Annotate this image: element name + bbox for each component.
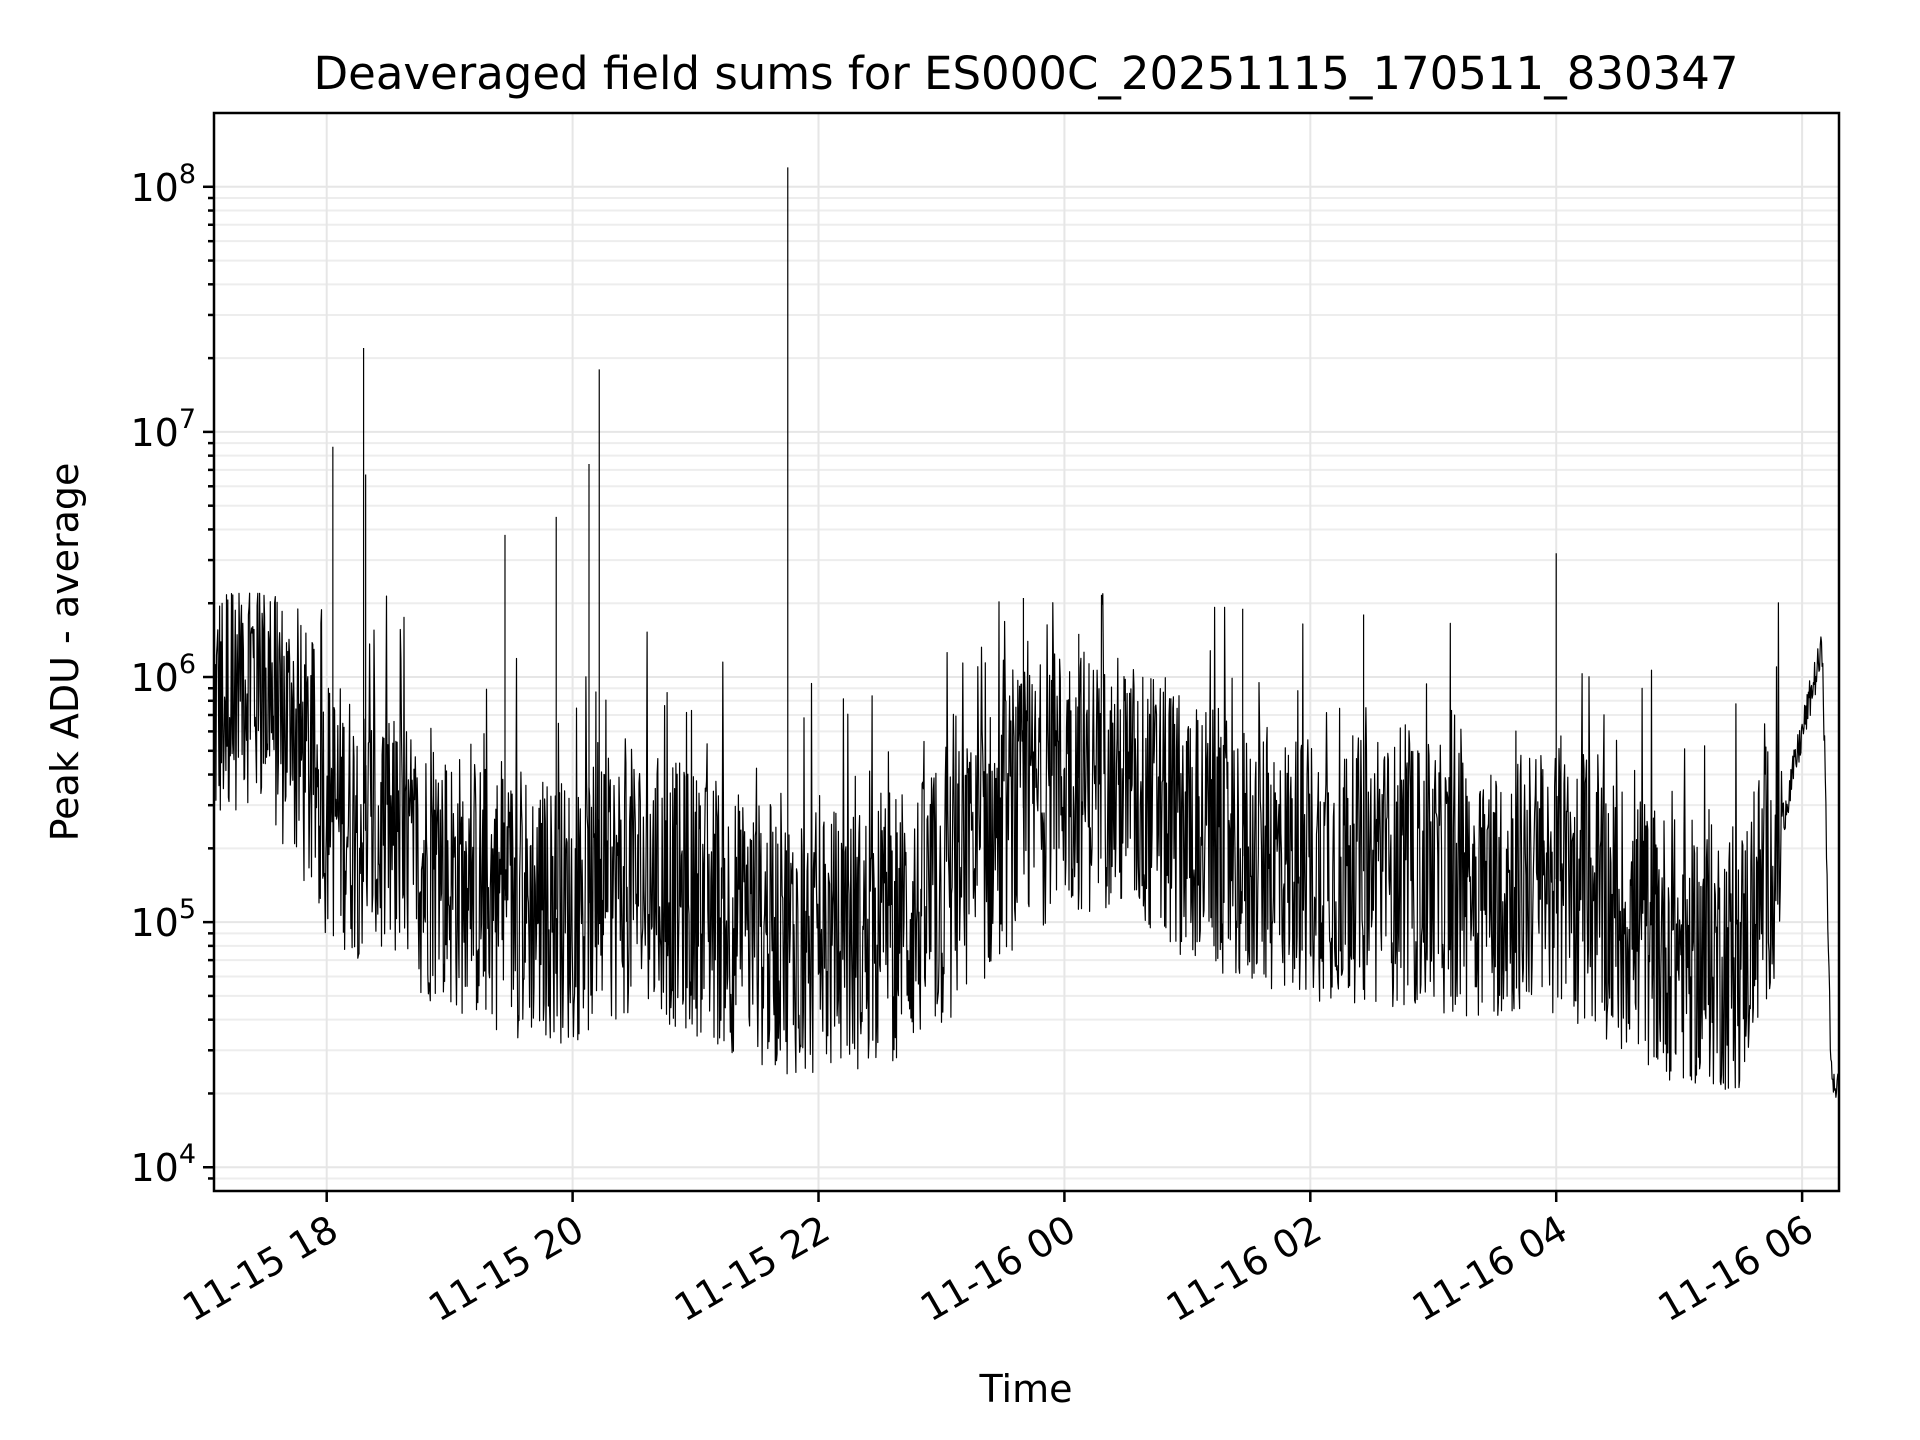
y-tick-label: 105 <box>130 894 196 945</box>
x-tick-label: 11-15 22 <box>667 1207 837 1331</box>
x-tick-label: 11-16 06 <box>1651 1207 1821 1331</box>
minor-grid <box>214 197 1839 1180</box>
x-tick-label: 11-16 04 <box>1405 1207 1575 1331</box>
plot-area <box>214 167 1839 1106</box>
x-axis-label: Time <box>979 1367 1073 1411</box>
x-tick-label: 11-15 20 <box>421 1207 591 1331</box>
y-tick-label: 104 <box>130 1139 196 1190</box>
y-axis: 104 105 106 107 108 <box>130 159 214 1190</box>
x-tick-label: 11-16 00 <box>913 1207 1083 1331</box>
chart-title: Deaveraged field sums for ES000C_2025111… <box>314 47 1739 100</box>
spikes <box>332 167 1557 940</box>
major-grid <box>214 113 1839 1191</box>
x-tick-label: 11-16 02 <box>1159 1207 1329 1331</box>
y-tick-label: 106 <box>130 649 196 700</box>
y-tick-label: 108 <box>130 159 196 210</box>
y-tick-label: 107 <box>130 404 196 455</box>
x-axis: 11-15 18 11-15 20 11-15 22 11-16 00 11-16 02… <box>175 1191 1821 1331</box>
series-line <box>214 592 1839 1106</box>
plot-frame <box>212 111 1841 1193</box>
x-tick-label: 11-15 18 <box>175 1207 345 1331</box>
y-axis-label: Peak ADU - average <box>43 463 87 842</box>
